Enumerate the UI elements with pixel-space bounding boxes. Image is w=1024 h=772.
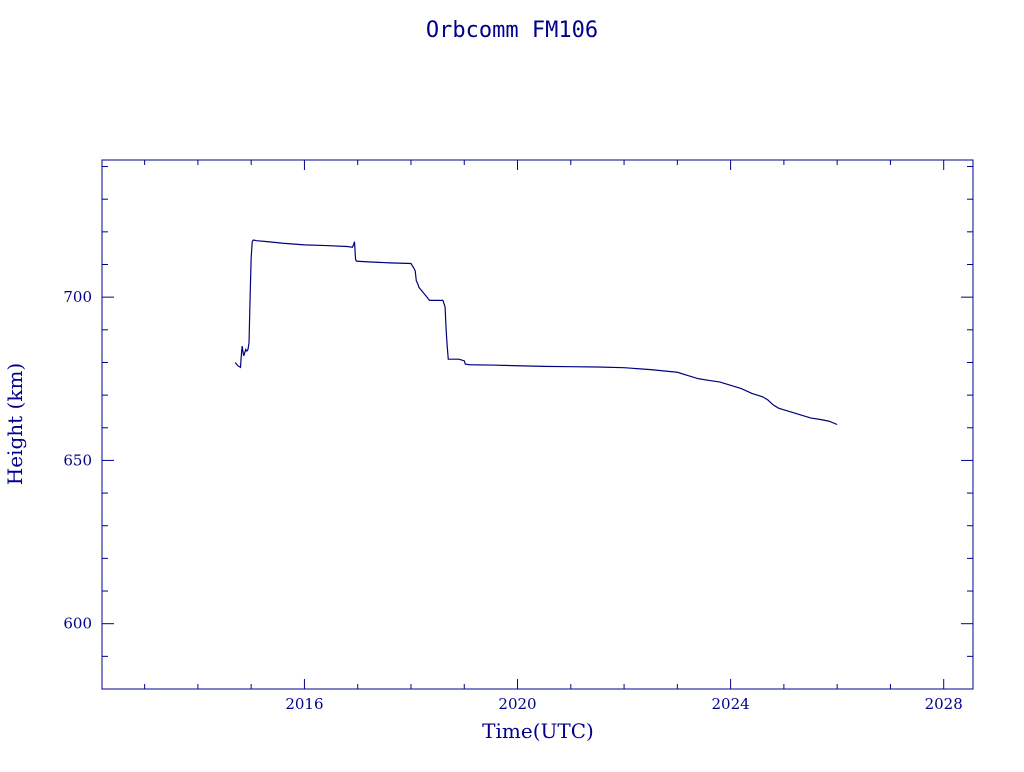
series-group xyxy=(234,239,838,426)
x-tick-label: 2028 xyxy=(925,695,963,713)
plot-frame xyxy=(101,159,974,690)
plot-area xyxy=(101,159,974,690)
x-axis: 2016 2020 2024 2028 xyxy=(144,160,963,713)
chart-title: Orbcomm FM106 xyxy=(426,18,598,43)
y-tick-label: 600 xyxy=(63,615,92,633)
x-tick-label: 2016 xyxy=(285,695,323,713)
x-tick-label: 2020 xyxy=(498,695,536,713)
x-axis-label: Time(UTC) xyxy=(482,719,594,743)
series-line xyxy=(234,239,838,426)
y-axis-label: Height (km) xyxy=(3,363,27,485)
y-tick-label: 650 xyxy=(63,451,92,469)
y-axis: 600 650 700 xyxy=(63,166,973,690)
y-tick-label: 700 xyxy=(63,288,92,306)
x-tick-label: 2024 xyxy=(712,695,750,713)
